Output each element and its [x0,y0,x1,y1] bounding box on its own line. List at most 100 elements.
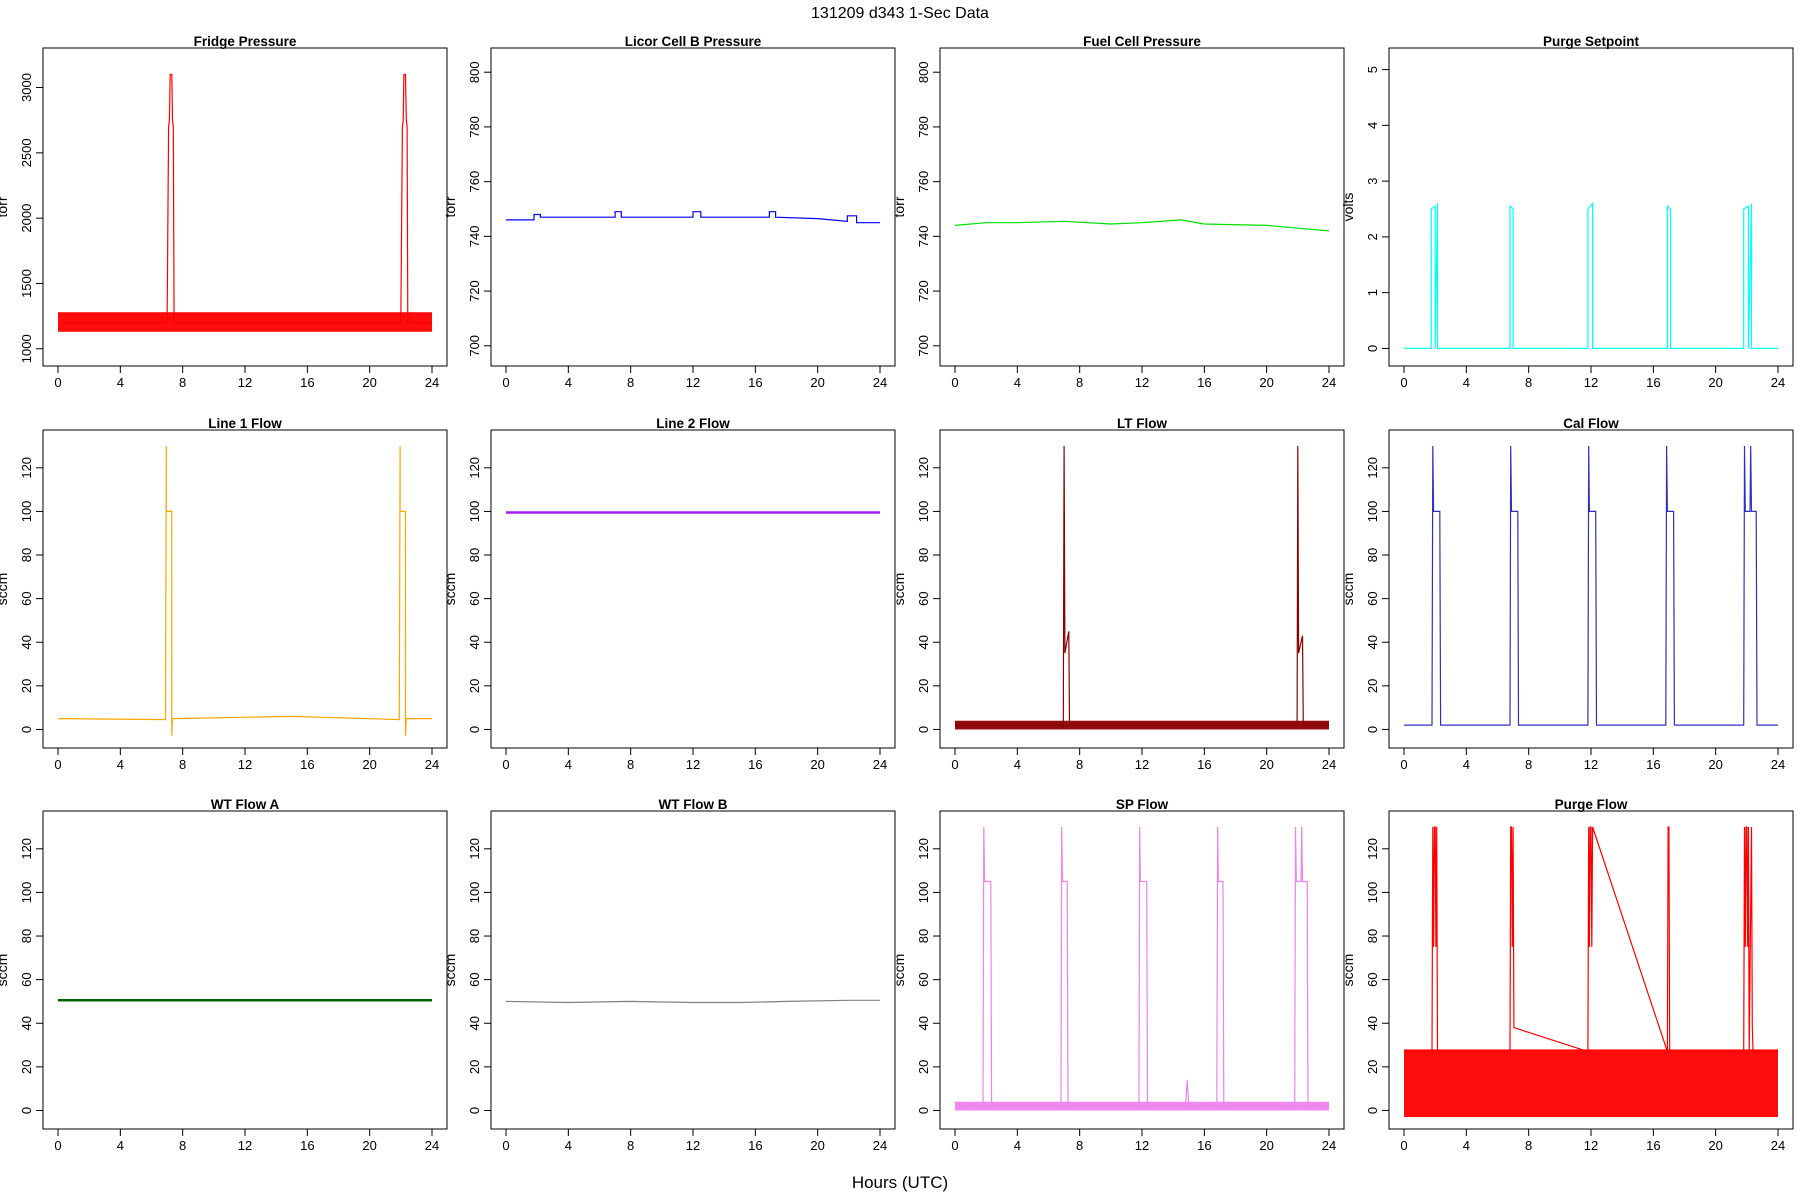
panel-title: WT Flow B [659,797,728,812]
y-axis-label: sccm [442,954,458,987]
y-tick-label: 120 [916,457,931,479]
x-tick-label: 16 [1197,1138,1211,1153]
x-tick-label: 8 [627,757,634,772]
y-tick-label: 60 [916,591,931,605]
panel-title: Licor Cell B Pressure [625,34,762,49]
series-line [955,826,1329,1107]
x-tick-label: 8 [627,1138,634,1153]
x-tick-label: 24 [1322,757,1336,772]
x-tick-label: 16 [1646,757,1660,772]
y-tick-label: 60 [916,972,931,986]
figure-x-axis-label: Hours (UTC) [852,1173,948,1192]
x-tick-label: 16 [300,375,314,390]
panel-title: Line 1 Flow [208,416,282,431]
y-tick-label: 100 [19,882,34,904]
x-tick-label: 12 [686,375,700,390]
y-tick-label: 20 [1365,1060,1380,1074]
y-tick-label: 20 [19,1060,34,1074]
x-tick-label: 20 [1708,757,1722,772]
y-tick-label: 3000 [19,73,34,102]
x-tick-label: 8 [1525,1138,1532,1153]
panel-title: Purge Setpoint [1543,34,1640,49]
y-tick-label: 40 [19,1016,34,1030]
y-tick-label: 0 [467,726,482,733]
x-tick-label: 4 [565,1138,572,1153]
panel-title: Purge Flow [1555,797,1628,812]
x-tick-label: 8 [179,375,186,390]
y-axis-label: sccm [891,573,907,606]
x-tick-label: 24 [1322,1138,1336,1153]
y-tick-label: 60 [467,591,482,605]
y-tick-label: 20 [1365,679,1380,693]
y-tick-label: 0 [467,1107,482,1114]
y-tick-label: 100 [467,882,482,904]
x-tick-label: 0 [502,375,509,390]
y-tick-label: 100 [19,501,34,523]
noise-band [1404,1049,1778,1117]
x-tick-label: 0 [502,1138,509,1153]
x-tick-label: 24 [425,757,439,772]
x-tick-label: 0 [951,375,958,390]
x-tick-label: 4 [565,757,572,772]
y-tick-label: 3 [1365,177,1380,184]
y-tick-label: 700 [916,335,931,357]
x-tick-label: 0 [54,1138,61,1153]
x-tick-label: 4 [117,757,124,772]
y-tick-label: 80 [467,548,482,562]
y-tick-label: 0 [1365,1107,1380,1114]
y-tick-label: 60 [1365,972,1380,986]
y-tick-label: 120 [467,838,482,860]
series-line [1404,826,1778,1053]
x-tick-label: 12 [1135,1138,1149,1153]
x-tick-label: 16 [748,757,762,772]
y-axis-label: sccm [0,954,10,987]
panel-title: LT Flow [1117,416,1167,431]
y-tick-label: 780 [467,116,482,138]
x-tick-label: 0 [1400,375,1407,390]
y-tick-label: 120 [467,457,482,479]
x-tick-label: 4 [1014,1138,1021,1153]
x-tick-label: 24 [425,1138,439,1153]
y-tick-label: 120 [916,838,931,860]
x-tick-label: 16 [1197,757,1211,772]
y-tick-label: 800 [467,61,482,83]
y-tick-label: 780 [916,116,931,138]
y-tick-label: 100 [1365,882,1380,904]
panel-title: Fuel Cell Pressure [1083,34,1201,49]
x-tick-label: 24 [1771,757,1785,772]
y-tick-label: 120 [19,838,34,860]
y-tick-label: 700 [467,335,482,357]
x-tick-label: 20 [1259,375,1273,390]
y-tick-label: 60 [19,972,34,986]
x-tick-label: 24 [1322,375,1336,390]
y-tick-label: 2000 [19,204,34,233]
y-tick-label: 60 [19,591,34,605]
x-tick-label: 8 [179,1138,186,1153]
y-tick-label: 2 [1365,233,1380,240]
y-tick-label: 720 [916,280,931,302]
y-tick-label: 1000 [19,334,34,363]
x-tick-label: 0 [54,375,61,390]
y-tick-label: 0 [19,1107,34,1114]
x-tick-label: 16 [748,375,762,390]
x-tick-label: 16 [1197,375,1211,390]
x-tick-label: 4 [1463,1138,1470,1153]
y-tick-label: 800 [916,61,931,83]
panel-3: Fuel Cell Pressure torr 0 4 8 12 16 20 24 700 720 7… [891,34,1345,390]
panel-title: WT Flow A [211,797,280,812]
x-tick-label: 20 [810,375,824,390]
x-tick-label: 24 [873,375,887,390]
x-tick-label: 20 [810,1138,824,1153]
panel-2: Licor Cell B Pressure torr 0 4 8 12 16 20 24 700 7… [442,34,896,390]
y-axis-label: sccm [442,573,458,606]
y-tick-label: 40 [1365,635,1380,649]
panel-10: WT Flow B sccm 0 4 8 12 16 20 24 0 20 40 60 80 100 120 [442,797,896,1153]
y-axis-label: torr [442,196,458,217]
x-tick-label: 24 [1771,1138,1785,1153]
x-tick-label: 0 [951,757,958,772]
y-tick-label: 740 [916,226,931,248]
x-tick-label: 0 [1400,1138,1407,1153]
y-tick-label: 120 [19,457,34,479]
y-axis-label: sccm [1340,954,1356,987]
